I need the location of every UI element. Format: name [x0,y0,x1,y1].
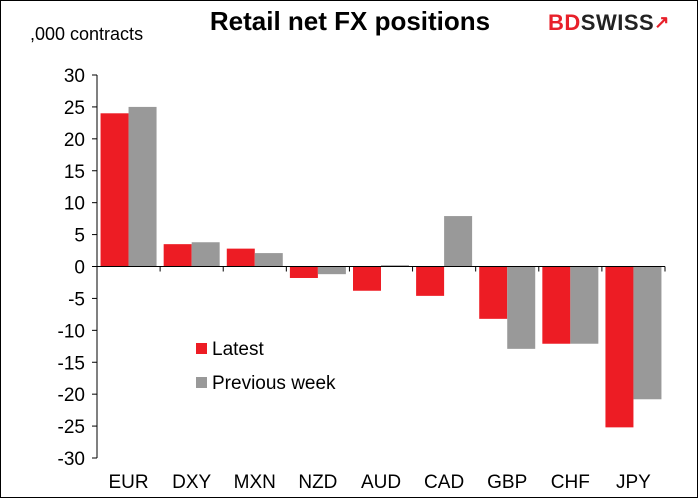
x-tick-label: DXY [172,472,211,493]
y-axis-label: ,000 contracts [30,24,144,44]
bar-latest-gbp [479,266,508,319]
y-tick-label: -10 [58,321,85,342]
y-tick-label: -30 [58,449,85,470]
y-tick-label: 25 [64,98,85,119]
bar-latest-aud [353,266,381,291]
x-tick-label: EUR [108,472,148,493]
bar-previous-week-aud [381,265,409,267]
bar-latest-jpy [605,266,634,428]
bar-latest-mxn [226,248,255,267]
logo-bd: BD [548,10,581,35]
y-tick-label: 0 [74,258,85,279]
bar-previous-week-cad [444,216,473,267]
bar-previous-week-gbp [507,266,536,349]
bar-previous-week-eur [128,106,157,267]
y-tick-label: 15 [64,162,85,183]
y-tick-label: 20 [64,130,85,151]
y-tick-label: -15 [58,353,85,374]
x-tick-label: AUD [361,472,401,493]
legend-swatch-previous-week [196,377,207,388]
bar-latest-cad [416,266,445,296]
legend-label-previous-week: Previous week [212,373,336,394]
x-tick-label: GBP [487,472,527,493]
logo-arrow-icon: ↗ [654,12,670,32]
y-tick-label: -20 [58,385,85,406]
bar-previous-week-dxy [191,242,220,267]
x-tick-label: CAD [424,472,464,493]
y-tick-label: 5 [74,226,85,247]
logo-swiss: SWISS [580,10,655,35]
y-tick-label: 10 [64,194,85,215]
y-tick-label: -5 [68,289,85,310]
chart-title: Retail net FX positions [209,6,491,36]
bar-latest-chf [542,266,571,344]
bar-previous-week-mxn [254,253,283,267]
bar-previous-week-chf [570,266,599,344]
x-tick-label: CHF [551,472,590,493]
x-tick-label: NZD [298,472,337,493]
bdswiss-logo: BDSWISS↗ [548,10,670,36]
x-tick-label: MXN [234,472,276,493]
bar-previous-week-jpy [633,266,662,400]
bar-latest-nzd [289,266,318,278]
y-tick-label: -25 [58,417,85,438]
bar-latest-eur [100,113,129,267]
x-tick-label: JPY [616,472,651,493]
legend-swatch-latest [196,343,207,354]
legend-label-latest: Latest [212,339,264,360]
bar-latest-dxy [163,244,192,267]
bar-previous-week-nzd [317,266,346,275]
y-tick-label: 30 [64,66,85,87]
